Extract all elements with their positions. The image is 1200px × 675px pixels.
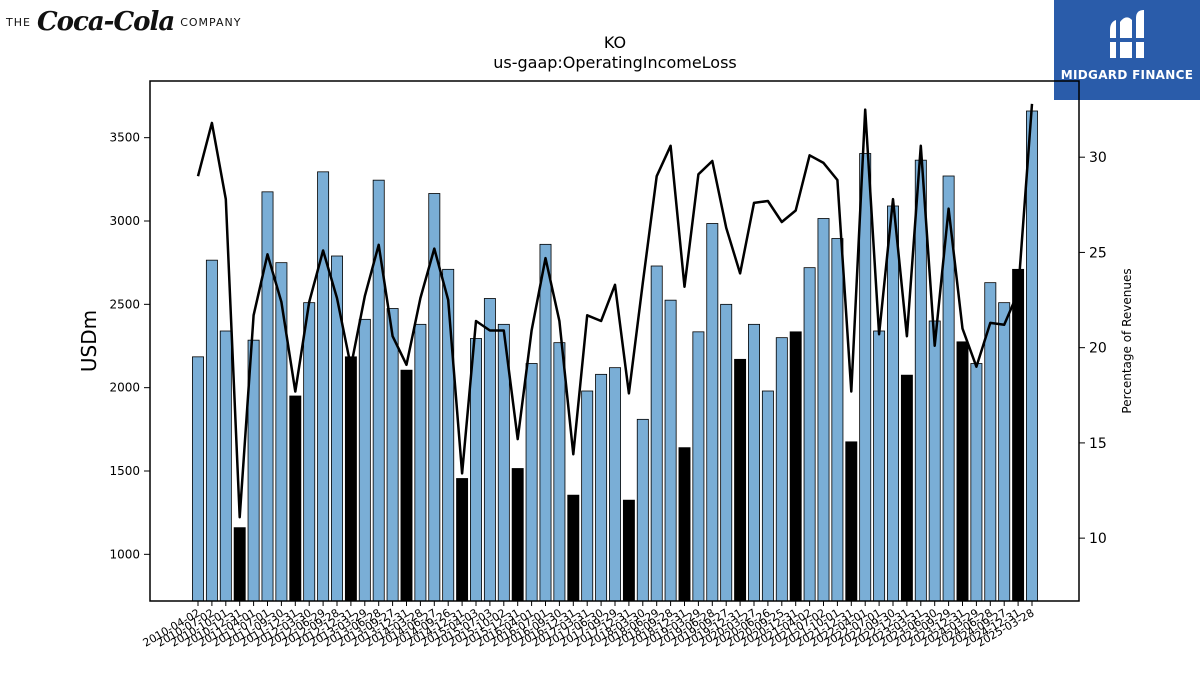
bar-2016-09-30 [553,342,566,602]
bar-2023-12-31 [956,341,969,602]
bar-2019-03-29 [692,331,705,602]
y-tick-label: 1000 [109,547,140,561]
publisher-logo-icon [1108,10,1146,58]
company-logo: THE Coca-Cola COMPANY [6,2,241,42]
bar-2012-06-29 [317,171,330,602]
bar-2024-09-27 [998,302,1011,602]
bar-2025-03-28 [1026,110,1038,602]
bar-2017-03-31 [581,390,594,602]
company-logo-script: Coca-Cola [36,7,175,37]
bar-2014-06-27 [428,193,441,602]
bar-2010-12-31 [233,527,246,602]
bar-2022-04-01 [859,153,872,602]
y2-axis-ticks: 10 15 20 25 30 [1079,150,1107,547]
bar-2017-09-29 [609,367,621,602]
y-tick-label: 2000 [109,381,140,395]
y2-tick-label: 10 [1089,531,1107,547]
bar-2020-09-25 [775,337,788,602]
y-tick-label: 3000 [109,214,140,228]
bar-2019-06-28 [706,223,719,602]
bar-2012-09-28 [331,255,343,602]
y-tick-label: 3500 [109,131,140,145]
bar-2016-04-01 [525,363,538,602]
y-axis-ticks: 1000 1500 2000 2500 3000 3500 [109,131,150,561]
bar-2020-03-27 [748,323,760,602]
bar-2021-10-01 [831,238,844,602]
bar-2017-06-30 [595,373,608,602]
bar-2012-12-31 [344,356,357,602]
bar-2016-07-01 [539,243,552,602]
y2-tick-label: 25 [1089,245,1107,261]
bar-2014-09-26 [442,268,455,602]
publisher-badge: MIDGARD FINANCE [1054,0,1200,100]
bar-2020-12-31 [789,331,802,602]
bar-2015-07-03 [483,298,496,602]
publisher-name: MIDGARD FINANCE [1060,68,1194,82]
bar-2023-06-30 [928,320,941,602]
y2-tick-label: 20 [1089,341,1107,357]
chart-title: KO [604,33,626,52]
bar-2021-12-31 [845,441,858,602]
bar-2015-04-03 [470,338,482,602]
y-axis-label: USDm [77,310,101,372]
percentage-line-series [196,103,1034,519]
bar-2010-04-02 [192,356,204,602]
bar-2016-12-31 [567,494,580,602]
y2-axis-label: Percentage of Revenues [1120,268,1134,413]
x-axis-ticks: 2010-04-022010-07-022010-10-012010-12-31… [141,601,1037,650]
bar-series [192,110,1038,602]
chart-subtitle: us-gaap:OperatingIncomeLoss [493,53,737,72]
bar-2023-03-31 [914,159,927,602]
bar-2013-12-31 [400,369,413,602]
bar-2018-03-30 [636,418,649,602]
y2-tick-label: 30 [1089,150,1107,166]
company-prefix: THE [6,15,31,29]
bar-2019-09-27 [720,303,733,602]
bar-2015-12-31 [511,468,524,602]
company-suffix: COMPANY [180,15,242,29]
bar-2022-07-01 [873,330,886,602]
bar-2024-06-28 [984,282,997,602]
bar-2012-03-30 [303,302,316,602]
y-tick-label: 1500 [109,464,140,478]
plot-frame [149,80,1080,602]
bar-2017-12-31 [622,499,635,602]
y2-tick-label: 15 [1089,436,1107,452]
bar-2013-09-27 [386,308,399,602]
bar-2022-09-30 [887,205,899,602]
y-tick-label: 2500 [109,297,140,311]
bar-2022-12-31 [900,374,913,602]
bar-2011-12-31 [289,395,302,602]
percentage-line [196,103,1034,519]
bar-2019-12-31 [734,358,747,602]
bar-2011-09-30 [275,262,288,602]
bar-2024-03-29 [970,363,983,602]
bar-2020-06-26 [761,390,774,602]
bar-2013-03-29 [358,318,371,602]
bar-2018-09-28 [664,299,677,602]
bar-2024-12-31 [1012,268,1025,602]
bar-2010-07-02 [205,259,218,602]
bar-2018-12-31 [678,447,691,602]
bar-2013-06-28 [372,179,385,602]
bar-2010-10-01 [219,330,232,602]
bar-2014-03-28 [414,323,427,602]
bar-2014-12-31 [456,478,469,602]
bar-2021-04-02 [803,267,816,602]
bar-2021-07-02 [817,218,830,602]
bar-2018-06-29 [650,265,663,602]
